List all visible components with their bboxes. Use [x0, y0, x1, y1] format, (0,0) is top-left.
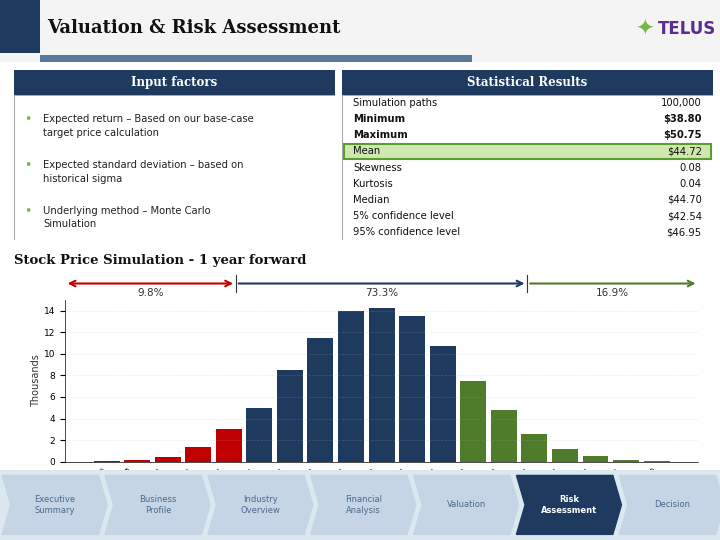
Text: Financial
Analysis: Financial Analysis [345, 495, 382, 515]
Y-axis label: Thousands: Thousands [31, 354, 41, 407]
Text: Risk
Assessment: Risk Assessment [541, 495, 598, 515]
Text: Expected standard deviation – based on
historical sigma: Expected standard deviation – based on h… [43, 160, 244, 184]
Bar [14, 70, 335, 95]
Text: $38.80: $38.80 [663, 114, 702, 124]
Text: Valuation: Valuation [447, 501, 486, 509]
Text: Stock Price Simulation - 1 year forward: Stock Price Simulation - 1 year forward [14, 254, 307, 267]
Polygon shape [208, 475, 313, 535]
Text: •: • [24, 159, 32, 172]
Text: Industry
Overview: Industry Overview [240, 495, 281, 515]
Text: Business
Profile: Business Profile [139, 495, 176, 515]
Polygon shape [413, 475, 518, 535]
Polygon shape [619, 475, 720, 535]
Bar [430, 346, 456, 462]
Bar [155, 457, 181, 462]
Text: Maximum: Maximum [353, 130, 408, 140]
Text: •: • [24, 205, 32, 218]
Bar [124, 460, 150, 462]
Text: Decision: Decision [654, 501, 690, 509]
Text: •: • [24, 113, 32, 126]
Bar [521, 434, 547, 462]
Text: Valuation & Risk Assessment: Valuation & Risk Assessment [47, 19, 340, 37]
Polygon shape [105, 475, 210, 535]
Text: Executive
Summary: Executive Summary [35, 495, 76, 515]
Bar [40, 55, 472, 62]
Bar [14, 95, 335, 240]
Bar [277, 370, 303, 462]
Text: Input factors: Input factors [132, 76, 217, 89]
Text: TELUS: TELUS [658, 19, 716, 38]
Text: 16.9%: 16.9% [596, 288, 629, 298]
Text: Underlying method – Monte Carlo
Simulation: Underlying method – Monte Carlo Simulati… [43, 206, 211, 230]
Text: Median: Median [353, 195, 390, 205]
Bar [344, 144, 711, 159]
Text: Simulation paths: Simulation paths [353, 98, 437, 108]
Bar [338, 310, 364, 462]
Bar [342, 95, 713, 240]
Text: $44.72: $44.72 [667, 146, 702, 157]
Text: Mean: Mean [353, 146, 380, 157]
Text: Kurtosis: Kurtosis [353, 179, 393, 189]
Bar [342, 70, 713, 95]
Bar [307, 338, 333, 462]
Polygon shape [2, 475, 107, 535]
Polygon shape [311, 475, 415, 535]
Text: Statistical Results: Statistical Results [467, 76, 588, 89]
Text: $44.70: $44.70 [667, 195, 702, 205]
Bar [216, 429, 242, 462]
Bar [185, 447, 211, 462]
Bar [613, 460, 639, 462]
Text: $50.75: $50.75 [663, 130, 702, 140]
Polygon shape [516, 475, 621, 535]
Text: $42.54: $42.54 [667, 211, 702, 221]
Text: 73.3%: 73.3% [365, 288, 398, 298]
Text: 9.8%: 9.8% [137, 288, 163, 298]
Bar [552, 449, 578, 462]
Text: 95% confidence level: 95% confidence level [353, 227, 460, 237]
Text: $46.95: $46.95 [667, 227, 702, 237]
Bar [399, 316, 425, 462]
Bar [246, 408, 272, 462]
Text: 0.04: 0.04 [680, 179, 702, 189]
Bar [582, 456, 608, 462]
Bar [369, 308, 395, 462]
Text: ✦: ✦ [635, 20, 654, 40]
Bar [491, 410, 517, 462]
Text: 0.08: 0.08 [680, 163, 702, 173]
Bar [94, 461, 120, 462]
Bar [644, 461, 670, 462]
Text: Minimum: Minimum [353, 114, 405, 124]
Bar [0, 0, 40, 53]
Text: 100,000: 100,000 [661, 98, 702, 108]
Text: Skewness: Skewness [353, 163, 402, 173]
Bar [460, 381, 486, 462]
Text: Expected return – Based on our base-case
target price calculation: Expected return – Based on our base-case… [43, 114, 254, 138]
Text: 5% confidence level: 5% confidence level [353, 211, 454, 221]
